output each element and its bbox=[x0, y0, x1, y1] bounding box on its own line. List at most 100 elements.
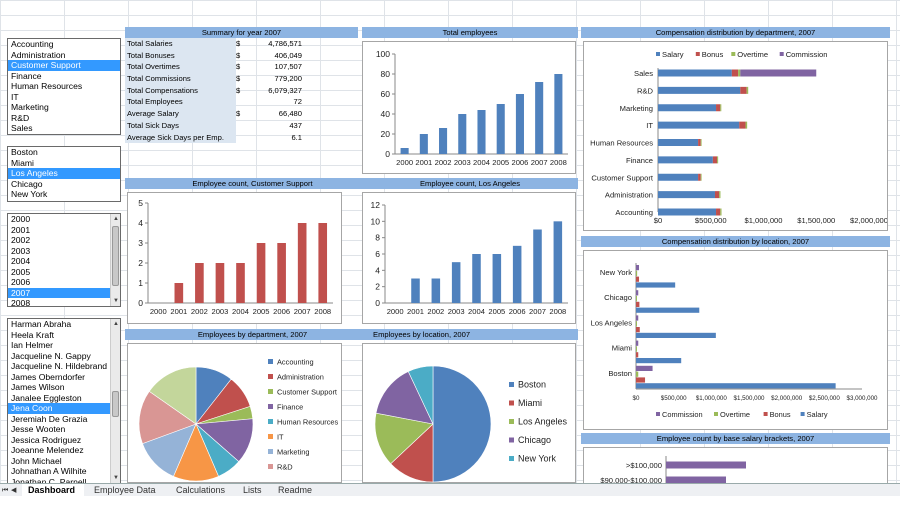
department-item[interactable]: Finance bbox=[11, 70, 42, 81]
year-item[interactable]: 2003 bbox=[11, 245, 31, 256]
status-bar bbox=[0, 496, 900, 526]
employee-item[interactable]: Jesse Wooten bbox=[11, 424, 66, 434]
emp-loc-chart: Boston Miami Los Angeles Chicago New York bbox=[362, 343, 576, 483]
employee-scrollbar[interactable]: ▲ ▼ bbox=[110, 319, 120, 483]
summary-cur bbox=[236, 132, 246, 144]
scroll-thumb[interactable] bbox=[112, 226, 119, 286]
bar bbox=[472, 254, 481, 303]
department-item[interactable]: R&D bbox=[11, 112, 30, 123]
scroll-thumb[interactable] bbox=[112, 391, 119, 417]
employee-item[interactable]: Harman Abraha bbox=[11, 319, 72, 329]
department-item[interactable]: Administration bbox=[11, 49, 66, 60]
scroll-up-icon[interactable]: ▲ bbox=[113, 216, 119, 222]
employee-item[interactable]: Janalee Eggleston bbox=[11, 392, 82, 403]
department-item[interactable]: Marketing bbox=[11, 102, 49, 112]
tab-lists[interactable]: Lists bbox=[243, 485, 262, 495]
employee-item[interactable]: Jacqueline N. Hildebrand bbox=[11, 361, 108, 371]
location-item[interactable]: Miami bbox=[11, 157, 34, 168]
comp-loc-header: Compensation distribution by location, 2… bbox=[581, 236, 890, 247]
category-label: R&D bbox=[637, 86, 654, 95]
tab-calculations[interactable]: Calculations bbox=[176, 485, 226, 495]
location-item[interactable]: Chicago bbox=[11, 178, 43, 189]
summary-value: 779,200 bbox=[274, 74, 302, 84]
year-item[interactable]: 2000 bbox=[11, 214, 31, 224]
emp-dept-header: Employees by department, 2007 bbox=[125, 329, 380, 340]
legend-label: Los Angeles bbox=[518, 417, 568, 427]
year-item[interactable]: 2001 bbox=[11, 224, 31, 235]
location-item[interactable]: Boston bbox=[11, 147, 38, 157]
x-tick-label: $1,500,000 bbox=[797, 216, 835, 225]
year-listbox[interactable]: 2000 2001 2002 2003 2004 2005 2006 2007 2008 ▲ ▼ bbox=[7, 213, 121, 307]
summary-label: Total Bonuses bbox=[125, 49, 236, 62]
employee-item[interactable]: James Oberndorfer bbox=[11, 371, 86, 382]
department-item[interactable]: IT bbox=[11, 91, 19, 102]
legend-label: IT bbox=[277, 433, 284, 442]
summary-value: 437 bbox=[289, 120, 302, 130]
employee-item[interactable]: Johnathan A Wilhite bbox=[11, 466, 87, 476]
year-item[interactable]: 2006 bbox=[11, 277, 31, 287]
year-item[interactable]: 2005 bbox=[11, 266, 31, 277]
department-item[interactable]: Human Resources bbox=[11, 81, 83, 91]
category-label: Accounting bbox=[615, 208, 653, 217]
tab-readme[interactable]: Readme bbox=[278, 485, 313, 495]
x-tick-label: 2007 bbox=[531, 158, 548, 167]
summary-value: 66,480 bbox=[278, 109, 302, 119]
legend-label: Salary bbox=[807, 410, 828, 419]
employee-item[interactable]: Ian Helmer bbox=[11, 340, 54, 350]
pie-slice bbox=[138, 390, 197, 444]
employee-item[interactable]: John Michael bbox=[11, 455, 62, 466]
employee-item[interactable]: Joeanne Melendez bbox=[11, 445, 84, 455]
bar-segment bbox=[717, 156, 719, 164]
legend-label: Salary bbox=[662, 50, 684, 59]
department-listbox[interactable]: Accounting Administration Customer Support… bbox=[7, 38, 121, 135]
year-scrollbar[interactable]: ▲ ▼ bbox=[110, 214, 120, 306]
scroll-down-icon[interactable]: ▼ bbox=[113, 475, 119, 481]
summary-table: Total Salaries $4,786,571 Total Bonuses $40… bbox=[125, 38, 302, 144]
tab-nav-first-icon[interactable]: ⏮ bbox=[2, 487, 9, 494]
employee-listbox[interactable]: Harman Abraha Heela Kraft Ian Helmer Jacque… bbox=[7, 318, 121, 484]
employee-item[interactable]: Jacqueline N. Gappy bbox=[11, 350, 91, 361]
year-item[interactable]: 2008 bbox=[11, 298, 31, 307]
bar-segment bbox=[698, 139, 701, 146]
legend-swatch bbox=[268, 389, 273, 394]
bar bbox=[636, 377, 646, 383]
employee-item[interactable]: James Wilson bbox=[11, 382, 65, 392]
summary-label: Total Salaries bbox=[125, 38, 236, 50]
bar bbox=[636, 276, 640, 282]
comp-dept-chart: Salary Bonus Overtime Commission Sales R&D Mar… bbox=[583, 41, 888, 231]
bar bbox=[496, 104, 505, 154]
location-listbox[interactable]: Boston Miami Los Angeles Chicago New York bbox=[7, 146, 121, 202]
scroll-down-icon[interactable]: ▼ bbox=[113, 298, 119, 304]
pie-slice bbox=[374, 412, 434, 465]
employee-item[interactable]: Jena Coon bbox=[8, 403, 120, 414]
employee-item[interactable]: Jeremiah De Grazia bbox=[11, 413, 88, 424]
pie-slice bbox=[407, 365, 434, 425]
location-item[interactable]: Los Angeles bbox=[8, 168, 120, 179]
bar bbox=[431, 278, 441, 303]
bar bbox=[666, 461, 746, 469]
bar-segment bbox=[658, 104, 717, 112]
tab-employee-data[interactable]: Employee Data bbox=[94, 485, 156, 495]
year-item[interactable]: 2002 bbox=[11, 235, 31, 245]
employee-item[interactable]: Jessica Rodriguez bbox=[11, 434, 82, 445]
summary-row: Total Overtimes $107,507 bbox=[125, 61, 302, 74]
category-label: Boston bbox=[608, 369, 632, 378]
year-item[interactable]: 2004 bbox=[11, 256, 31, 266]
department-item[interactable]: Accounting bbox=[11, 39, 54, 49]
year-item[interactable]: 2007 bbox=[8, 287, 120, 298]
bar bbox=[636, 315, 639, 321]
bar-segment bbox=[658, 69, 732, 77]
tab-nav-prev-icon[interactable]: ◀ bbox=[11, 487, 17, 494]
department-item[interactable]: Sales bbox=[11, 123, 33, 133]
emp-cs-chart: 0 1 2 3 4 5 2000 2001 2002 2003 2004 2005 2006 2007 20… bbox=[127, 192, 342, 324]
tab-dashboard[interactable]: Dashboard bbox=[22, 484, 84, 497]
bar bbox=[636, 296, 637, 302]
emp-la-header: Employee count, Los Angeles bbox=[362, 178, 578, 189]
category-label: New York bbox=[600, 268, 632, 277]
location-item[interactable]: New York bbox=[11, 189, 48, 199]
employee-item[interactable]: Heela Kraft bbox=[11, 329, 54, 340]
department-item[interactable]: Customer Support bbox=[8, 60, 120, 71]
employee-item[interactable]: Jonathan C. Parnell bbox=[11, 476, 87, 484]
scroll-up-icon[interactable]: ▲ bbox=[113, 321, 119, 327]
x-tick-label: 2002 bbox=[435, 158, 452, 167]
